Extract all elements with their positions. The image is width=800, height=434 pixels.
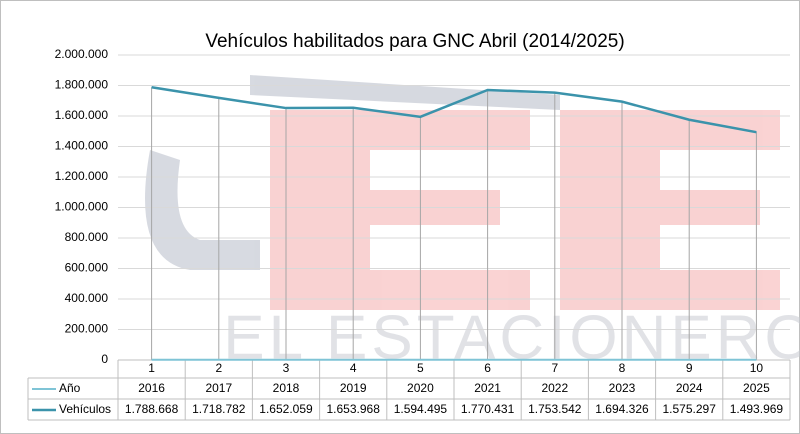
table-value: 2024: [676, 381, 703, 395]
table-value: 1.594.495: [394, 402, 448, 416]
watermark-text: EL ESTACIONERO: [223, 303, 800, 372]
y-tick-label: 800.000: [65, 230, 109, 244]
table-value: 2016: [138, 381, 165, 395]
y-tick-label: 0: [101, 352, 108, 366]
y-tick-label: 1.800.000: [55, 78, 109, 92]
x-tick-label: 2: [215, 361, 222, 375]
y-tick-label: 200.000: [65, 322, 109, 336]
table-value: 1.718.782: [192, 402, 246, 416]
table-value: 2020: [407, 381, 434, 395]
table-value: 1.652.059: [259, 402, 313, 416]
table-value: 2022: [541, 381, 568, 395]
series-line: [151, 85, 757, 134]
table-value: 2018: [273, 381, 300, 395]
table-value: 1.694.326: [595, 402, 649, 416]
x-tick-label: 6: [484, 361, 491, 375]
table-value: 1.753.542: [528, 402, 582, 416]
x-tick-label: 4: [350, 361, 357, 375]
table-value: 1.493.969: [730, 402, 784, 416]
y-tick-label: 400.000: [65, 291, 109, 305]
x-tick-label: 7: [551, 361, 558, 375]
table-value: 2025: [743, 381, 770, 395]
x-tick-label: 8: [619, 361, 626, 375]
legend-label: Vehículos: [59, 402, 111, 416]
y-tick-label: 1.200.000: [55, 169, 109, 183]
y-tick-label: 1.400.000: [55, 139, 109, 153]
y-tick-label: 2.000.000: [55, 47, 109, 61]
table-value: 2021: [474, 381, 501, 395]
y-tick-label: 600.000: [65, 261, 109, 275]
table-value: 1.788.668: [125, 402, 179, 416]
x-tick-label: 5: [417, 361, 424, 375]
x-tick-label: 10: [750, 361, 764, 375]
table-value: 2017: [205, 381, 232, 395]
x-tick-label: 9: [686, 361, 693, 375]
table-value: 1.653.968: [327, 402, 381, 416]
table-value: 1.770.431: [461, 402, 515, 416]
legend-label: Año: [59, 381, 81, 395]
x-tick-label: 3: [283, 361, 290, 375]
x-tick-label: 1: [148, 361, 155, 375]
chart-title: Vehículos habilitados para GNC Abril (20…: [205, 31, 624, 52]
table-value: 2023: [609, 381, 636, 395]
y-tick-label: 1.600.000: [55, 108, 109, 122]
table-value: 2019: [340, 381, 367, 395]
y-tick-label: 1.000.000: [55, 200, 109, 214]
table-value: 1.575.297: [663, 402, 717, 416]
